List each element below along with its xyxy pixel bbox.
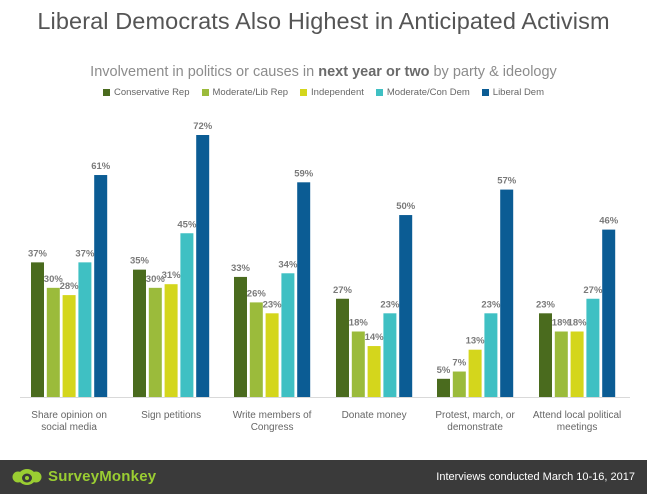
data-label: 23%	[536, 299, 556, 310]
bar	[94, 175, 108, 397]
data-label: 57%	[497, 176, 517, 187]
surveymonkey-logo: SurveyMonkey	[12, 466, 156, 486]
legend-label: Independent	[311, 87, 364, 98]
data-label: 5%	[437, 365, 451, 376]
brand-name: SurveyMonkey	[48, 467, 157, 485]
bar	[265, 313, 279, 397]
data-label: 18%	[552, 318, 572, 329]
footer-bar: SurveyMonkey Interviews conducted March …	[0, 460, 647, 494]
legend-swatch	[300, 89, 308, 96]
legend-swatch	[201, 89, 209, 96]
data-label: 33%	[231, 263, 251, 274]
bar	[196, 135, 210, 397]
category-label: Donate money	[342, 410, 407, 421]
bar	[148, 287, 162, 397]
bar	[336, 298, 349, 397]
data-label: 23%	[263, 299, 283, 310]
monkey-icon	[12, 469, 42, 485]
legend-item: Liberal Dem	[481, 87, 544, 98]
subtitle-emphasis: next year or two	[318, 64, 430, 80]
bar	[500, 189, 514, 397]
data-label: 31%	[162, 270, 182, 281]
bar	[180, 233, 194, 397]
survey-date-note: Interviews conducted March 10-16, 2017	[436, 471, 635, 483]
data-label: 26%	[247, 288, 267, 299]
bar-chart: 37%30%28%37%61%Share opinion on social me…	[20, 121, 630, 433]
bar	[31, 262, 44, 397]
data-label: 14%	[365, 332, 385, 343]
legend-item: Moderate/Con Dem	[375, 87, 470, 98]
bar	[437, 378, 450, 397]
legend-label: Liberal Dem	[492, 87, 544, 98]
legend-swatch	[375, 89, 383, 96]
legend-label: Moderate/Con Dem	[386, 87, 470, 98]
data-label: 23%	[380, 299, 400, 310]
legend-label: Moderate/Lib Rep	[212, 87, 289, 98]
category-label: Protest, march, or demonstrate	[435, 410, 515, 433]
subtitle-lead: Involvement in politics or causes in	[90, 64, 319, 80]
bar	[554, 331, 568, 397]
bar	[602, 229, 616, 397]
data-label: 28%	[60, 281, 80, 292]
data-label: 35%	[130, 256, 150, 267]
data-label: 30%	[146, 274, 166, 285]
legend-item: Independent	[300, 87, 364, 98]
chart-title: Liberal Democrats Also Highest in Antici…	[37, 8, 610, 34]
bar	[586, 298, 600, 397]
bar	[383, 313, 397, 397]
data-label: 34%	[278, 259, 298, 270]
legend-label: Conservative Rep	[113, 87, 190, 98]
data-label: 23%	[481, 299, 501, 310]
chart-legend: Conservative Rep Moderate/Lib Rep Independ…	[0, 87, 647, 98]
bar	[539, 313, 552, 397]
legend-swatch	[481, 89, 489, 96]
bar	[164, 284, 178, 397]
data-label: 7%	[452, 358, 466, 369]
data-label: 18%	[349, 318, 369, 329]
bar	[351, 331, 365, 397]
data-label: 45%	[177, 219, 197, 230]
bar	[281, 273, 295, 397]
data-label: 61%	[91, 161, 111, 172]
data-label: 30%	[44, 274, 64, 285]
bar	[452, 371, 466, 397]
data-label: 50%	[396, 201, 416, 212]
bar	[62, 295, 76, 397]
bar	[78, 262, 92, 397]
bar	[249, 302, 263, 397]
legend-item: Moderate/Lib Rep	[201, 87, 289, 98]
bar	[468, 349, 482, 397]
bar	[46, 287, 60, 397]
data-label: 46%	[599, 216, 619, 227]
bar	[399, 215, 413, 397]
bar	[367, 346, 381, 397]
data-label: 27%	[333, 285, 353, 296]
data-label: 72%	[193, 121, 213, 132]
bar	[484, 313, 498, 397]
bar	[133, 269, 146, 397]
legend-swatch	[102, 89, 110, 96]
subtitle-tail: by party & ideology	[429, 64, 557, 80]
data-label: 37%	[75, 248, 95, 259]
legend-item: Conservative Rep	[102, 87, 190, 98]
category-label: Sign petitions	[141, 410, 201, 421]
data-label: 18%	[568, 318, 588, 329]
bar	[570, 331, 584, 397]
data-label: 27%	[583, 285, 603, 296]
category-label: Share opinion on social media	[31, 410, 107, 433]
data-label: 37%	[28, 248, 48, 259]
bar	[234, 276, 247, 397]
category-label: Write members of Congress	[233, 410, 312, 433]
data-label: 13%	[466, 336, 486, 347]
bar	[297, 182, 311, 397]
data-label: 59%	[294, 168, 314, 179]
chart-subtitle: Involvement in politics or causes in nex…	[0, 64, 647, 80]
category-label: Attend local political meetings	[533, 410, 621, 433]
